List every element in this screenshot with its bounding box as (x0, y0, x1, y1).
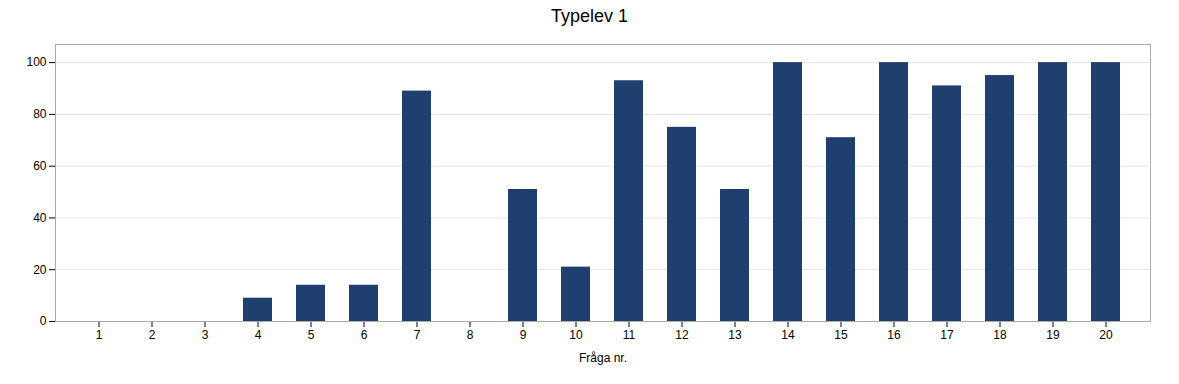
svg-text:10: 10 (569, 328, 583, 342)
svg-text:4: 4 (254, 328, 261, 342)
svg-text:20: 20 (33, 263, 47, 277)
svg-text:6: 6 (360, 328, 367, 342)
svg-text:7: 7 (413, 328, 420, 342)
svg-text:60: 60 (33, 159, 47, 173)
svg-text:0: 0 (39, 314, 46, 328)
svg-text:9: 9 (519, 328, 526, 342)
svg-text:19: 19 (1046, 328, 1060, 342)
svg-text:11: 11 (622, 328, 635, 342)
svg-text:40: 40 (33, 211, 47, 225)
svg-text:18: 18 (993, 328, 1007, 342)
svg-text:100: 100 (26, 55, 46, 69)
svg-text:8: 8 (466, 328, 473, 342)
svg-text:80: 80 (33, 107, 47, 121)
svg-text:14: 14 (781, 328, 795, 342)
svg-text:13: 13 (728, 328, 742, 342)
svg-text:17: 17 (940, 328, 954, 342)
svg-text:1: 1 (95, 328, 102, 342)
svg-text:16: 16 (887, 328, 901, 342)
html-text:Typelev 1: Typelev 1 (551, 6, 628, 26)
svg-text:Fråga nr.: Fråga nr. (578, 351, 626, 365)
svg-text:3: 3 (201, 328, 208, 342)
svg-text:12: 12 (675, 328, 689, 342)
svg-text:5: 5 (307, 328, 314, 342)
svg-text:15: 15 (834, 328, 848, 342)
svg-text:20: 20 (1099, 328, 1113, 342)
svg-text:2: 2 (148, 328, 155, 342)
